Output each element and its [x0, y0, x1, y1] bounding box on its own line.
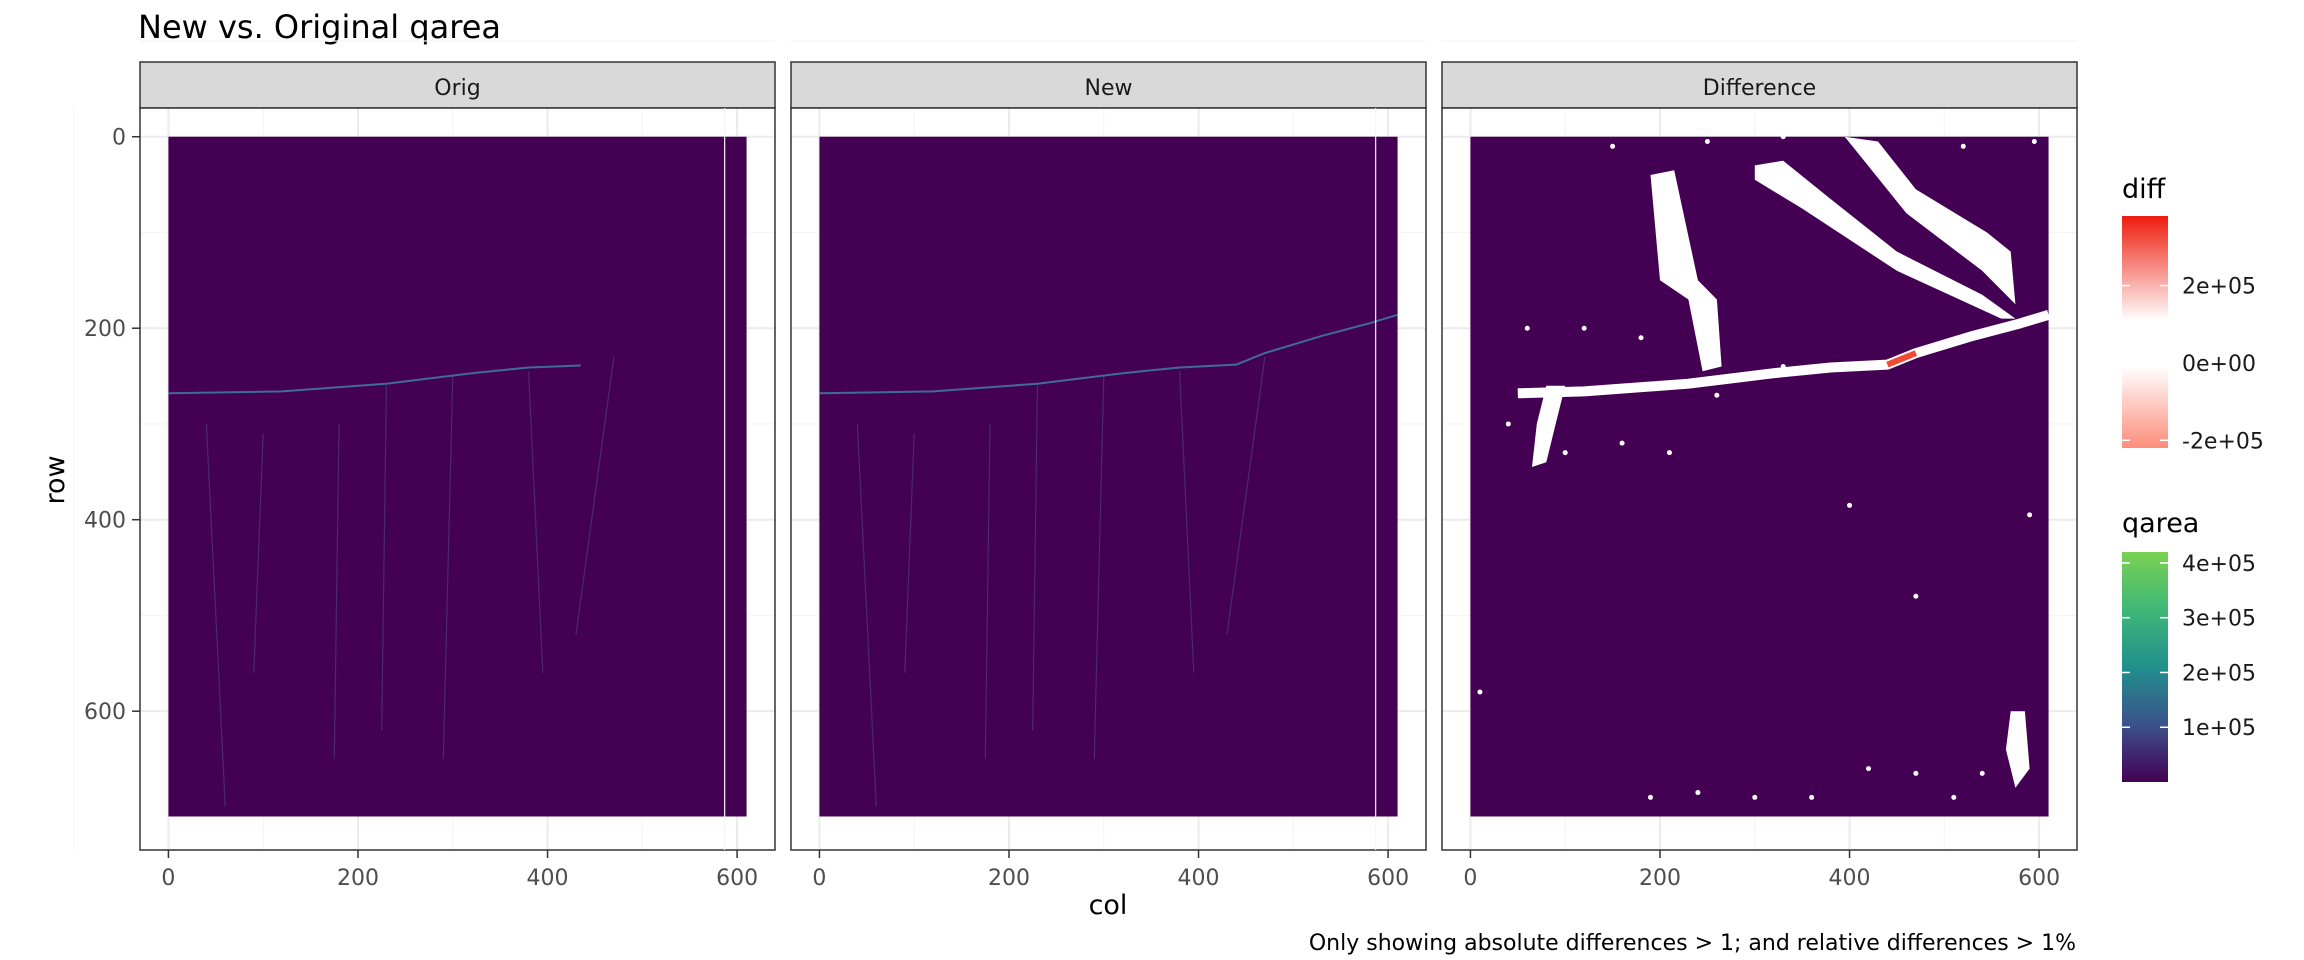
- x-tick-label: 400: [527, 866, 569, 891]
- legend-tick-label: 2e+05: [2182, 661, 2256, 686]
- difference-speck: [1913, 770, 1919, 776]
- difference-speck: [1581, 325, 1587, 331]
- difference-speck: [1610, 143, 1616, 149]
- y-tick-label: 200: [84, 317, 126, 342]
- panel-border: [1441, 107, 2078, 851]
- difference-speck: [1704, 139, 1710, 145]
- difference-speck: [1638, 335, 1644, 341]
- tributary-line: [1178, 371, 1195, 673]
- difference-speck: [1752, 794, 1758, 800]
- raster-tile: [819, 136, 1398, 817]
- y-axis-label: row: [40, 455, 71, 504]
- legend-tick-label: 2e+05: [2182, 275, 2256, 300]
- facet-strip: [139, 61, 776, 109]
- legend-tick-label: 1e+05: [2182, 716, 2256, 741]
- difference-speck: [1562, 450, 1568, 456]
- main-channel: [819, 313, 1398, 395]
- difference-speck: [1960, 143, 1966, 149]
- x-tick-label: 400: [1178, 866, 1220, 891]
- legend-qarea: qarea 4e+05 3e+05 2e+05 1e+05: [2122, 508, 2256, 782]
- legend-tick-label: 4e+05: [2182, 552, 2256, 577]
- difference-speck: [1505, 421, 1511, 427]
- difference-speck: [1524, 325, 1530, 331]
- difference-speck: [1477, 689, 1483, 695]
- chart-caption: Only showing absolute differences > 1; a…: [1309, 931, 2076, 956]
- legend-tick-label: 0e+00: [2182, 352, 2256, 377]
- main-channel: [168, 364, 581, 395]
- facet-strip-label: New: [1085, 76, 1133, 101]
- difference-speck: [1865, 766, 1871, 772]
- tributary-line: [904, 433, 915, 673]
- legend-diff-colorbar: [2122, 216, 2168, 448]
- difference-speck: [1780, 364, 1786, 370]
- x-tick-label: 400: [1829, 866, 1871, 891]
- x-tick-label: 600: [1367, 866, 1409, 891]
- difference-region: [1754, 160, 2016, 319]
- facet-panel: Orig: [73, 40, 776, 851]
- panel-border: [139, 107, 776, 851]
- tributary-line: [1032, 385, 1039, 731]
- facet-strip: [790, 61, 1427, 109]
- difference-region: [1532, 385, 1566, 467]
- difference-speck: [1780, 134, 1786, 140]
- tributary-line: [1093, 376, 1105, 760]
- y-tick-label: 400: [84, 509, 126, 534]
- difference-speck: [1913, 593, 1919, 599]
- tributary-line: [984, 423, 991, 760]
- tributary-line: [253, 433, 264, 673]
- x-tick-label: 600: [2018, 866, 2060, 891]
- difference-highlight: [1886, 350, 1918, 368]
- x-tick-label: 0: [812, 866, 826, 891]
- legend-tick-label: -2e+05: [2182, 429, 2264, 454]
- x-axis-label: col: [1089, 890, 1128, 921]
- legend-qarea-colorbar: [2122, 552, 2168, 782]
- tributary-line: [527, 371, 544, 673]
- difference-channel: [1517, 310, 2051, 399]
- panel-border: [790, 107, 1427, 851]
- tributary-line: [856, 423, 877, 807]
- difference-speck: [1714, 392, 1720, 398]
- x-tick-label: 0: [1463, 866, 1477, 891]
- difference-speck: [1847, 502, 1853, 508]
- difference-speck: [1951, 794, 1957, 800]
- x-tick-label: 600: [716, 866, 758, 891]
- legend-tick-label: 3e+05: [2182, 607, 2256, 632]
- x-tick-label: 200: [988, 866, 1030, 891]
- difference-speck: [1648, 794, 1654, 800]
- y-tick-label: 600: [84, 700, 126, 725]
- x-tick-label: 200: [1639, 866, 1681, 891]
- difference-speck: [1809, 794, 1815, 800]
- difference-region: [1844, 136, 2016, 305]
- tributary-line: [381, 385, 388, 731]
- difference-speck: [1979, 770, 1985, 776]
- tributary-line: [1226, 356, 1266, 635]
- facet-strip: [1441, 61, 2078, 109]
- y-tick-label: 0: [112, 126, 126, 151]
- raster-tile: [1470, 136, 2049, 817]
- difference-speck: [2031, 139, 2037, 145]
- raster-tile: [168, 136, 747, 817]
- difference-speck: [1695, 790, 1701, 796]
- difference-speck: [1619, 440, 1625, 446]
- facet-panel: Difference: [1375, 40, 2078, 851]
- tributary-line: [205, 423, 226, 807]
- difference-region: [2005, 711, 2030, 788]
- x-tick-label: 200: [337, 866, 379, 891]
- difference-speck: [2027, 512, 2033, 518]
- facet-panel: New: [724, 40, 1427, 851]
- facet-strip-label: Difference: [1703, 76, 1816, 101]
- tributary-line: [333, 423, 340, 760]
- difference-speck: [1666, 450, 1672, 456]
- legend-diff: diff 2e+05 0e+00 -2e+05: [2122, 174, 2264, 454]
- legend-qarea-title: qarea: [2122, 508, 2199, 539]
- legend-diff-title: diff: [2122, 174, 2167, 205]
- x-tick-label: 0: [161, 866, 175, 891]
- tributary-line: [442, 376, 454, 760]
- difference-region: [1650, 170, 1722, 372]
- tributary-line: [575, 356, 615, 635]
- facet-strip-label: Orig: [434, 76, 480, 101]
- chart-title: New vs. Original qarea: [138, 8, 501, 46]
